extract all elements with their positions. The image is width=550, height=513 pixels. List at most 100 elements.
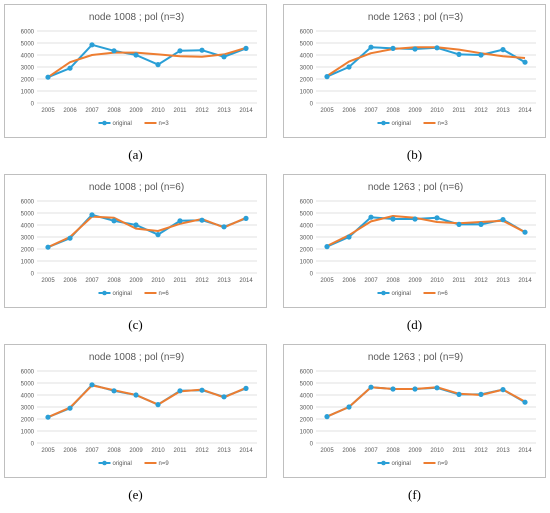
x-tick-label: 2010	[151, 108, 165, 114]
x-tick-label: 2005	[41, 278, 55, 284]
data-point	[500, 47, 506, 53]
x-tick-label: 2013	[496, 448, 510, 454]
y-tick-label: 3000	[300, 236, 314, 242]
legend-label: n=6	[438, 291, 449, 297]
y-tick-label: 4000	[21, 394, 35, 400]
data-point	[324, 414, 330, 420]
y-tick-label: 5000	[300, 212, 314, 218]
series-line-fit	[47, 215, 247, 249]
y-tick-label: 1000	[300, 430, 314, 436]
chart-panel: node 1263 ; pol (n=9) 0 1000 2000 3000 4000 50…	[283, 344, 546, 508]
legend-item: n=3	[423, 121, 448, 127]
y-tick-label: 1000	[21, 90, 35, 96]
x-tick-label: 2008	[107, 278, 121, 284]
x-tick-label: 2010	[430, 448, 444, 454]
y-tick-label: 0	[31, 102, 35, 108]
y-tick-label: 3000	[300, 66, 314, 72]
x-tick-label: 2012	[195, 278, 209, 284]
x-tick-label: 2014	[518, 448, 532, 454]
x-tick-label: 2013	[496, 278, 510, 284]
x-tick-label: 2005	[320, 278, 334, 284]
data-point	[243, 215, 249, 221]
data-point	[243, 45, 249, 52]
x-tick-label: 2005	[320, 448, 334, 454]
x-tick-label: 2012	[195, 448, 209, 454]
x-tick-label: 2014	[518, 108, 532, 114]
x-tick-label: 2009	[408, 108, 422, 114]
x-tick-label: 2013	[496, 108, 510, 114]
chart-frame: node 1008 ; pol (n=3) 0 1000 2000 3000 4000 50…	[4, 4, 267, 138]
x-tick-label: 2005	[320, 108, 334, 114]
legend-item: original	[98, 290, 132, 297]
legend-item: original	[98, 120, 132, 127]
data-point	[199, 387, 205, 393]
legend-label: original	[392, 291, 411, 297]
legend-item: original	[377, 120, 411, 127]
panel-caption: (c)	[128, 317, 143, 332]
y-tick-label: 4000	[300, 224, 314, 230]
data-point	[177, 48, 183, 54]
y-tick-label: 5000	[300, 42, 314, 48]
x-tick-label: 2006	[63, 278, 77, 284]
y-tick-label: 6000	[300, 370, 314, 376]
series-line-fit	[47, 46, 247, 79]
data-point	[177, 388, 183, 394]
data-point	[155, 402, 161, 408]
x-tick-label: 2013	[217, 108, 231, 114]
panel-caption: (b)	[406, 147, 423, 162]
legend-item: n=3	[144, 121, 169, 127]
legend-label: original	[113, 291, 132, 297]
data-point	[89, 212, 95, 218]
x-tick-label: 2010	[430, 108, 444, 114]
data-point	[89, 382, 95, 388]
y-tick-label: 1000	[300, 90, 314, 96]
data-point	[522, 399, 528, 405]
data-point	[133, 222, 139, 228]
x-tick-label: 2006	[342, 448, 356, 454]
data-point	[412, 216, 418, 222]
x-tick-label: 2008	[386, 278, 400, 284]
panel-caption: (a)	[128, 147, 143, 162]
x-tick-label: 2005	[41, 448, 55, 454]
data-point	[67, 405, 73, 411]
legend-label: original	[113, 461, 132, 467]
legend-item: original	[98, 460, 132, 467]
legend-marker	[381, 120, 386, 126]
data-point	[478, 221, 484, 227]
x-tick-label: 2007	[364, 108, 378, 114]
x-tick-label: 2008	[386, 108, 400, 114]
data-point	[67, 65, 73, 71]
data-point	[346, 404, 352, 410]
x-tick-label: 2008	[386, 448, 400, 454]
chart-frame: node 1008 ; pol (n=6) 0 1000 2000 3000 4000 50…	[4, 174, 267, 308]
legend-label: original	[392, 461, 411, 467]
x-tick-label: 2007	[85, 108, 99, 114]
x-tick-label: 2012	[474, 108, 488, 114]
x-tick-label: 2011	[174, 448, 188, 454]
x-tick-label: 2009	[129, 448, 143, 454]
y-tick-label: 2000	[300, 248, 314, 254]
data-point	[67, 235, 73, 241]
x-tick-label: 2011	[453, 108, 467, 114]
data-point	[199, 217, 205, 223]
data-point	[155, 62, 161, 68]
x-tick-label: 2012	[195, 108, 209, 114]
y-tick-label: 2000	[21, 418, 35, 424]
data-point	[346, 234, 352, 240]
chart-panel: node 1008 ; pol (n=9) 0 1000 2000 3000 4000 50…	[4, 344, 267, 508]
x-tick-label: 2011	[174, 108, 188, 114]
x-tick-label: 2007	[364, 448, 378, 454]
data-point	[390, 216, 396, 222]
chart-panel: node 1008 ; pol (n=6) 0 1000 2000 3000 4000 50…	[4, 174, 267, 338]
series-line-original	[326, 46, 526, 78]
data-point	[434, 215, 440, 221]
chart-title: node 1263 ; pol (n=3)	[368, 12, 463, 23]
series-line-original	[47, 43, 247, 79]
data-point	[243, 385, 249, 391]
x-tick-label: 2009	[408, 448, 422, 454]
legend-item: n=6	[144, 291, 169, 297]
x-tick-label: 2009	[129, 108, 143, 114]
data-point	[368, 44, 374, 50]
legend-label: original	[392, 121, 411, 127]
y-tick-label: 0	[31, 442, 35, 448]
